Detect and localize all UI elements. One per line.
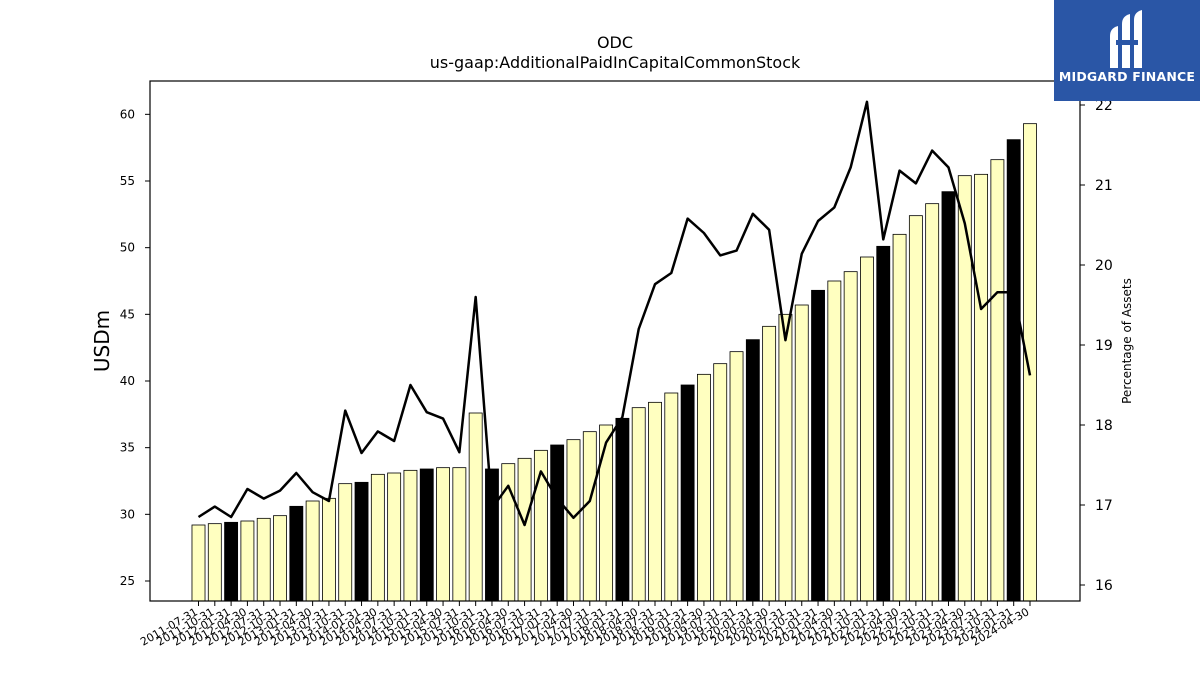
bar-2014-10-31	[403, 469, 418, 602]
bar-2016-07-31	[517, 457, 532, 602]
bar-2015-07-31	[452, 467, 467, 602]
bar-2013-01-31	[289, 505, 304, 602]
y2-tick-label-17: 17	[1095, 498, 1113, 514]
bar-2019-10-31	[729, 351, 744, 602]
bar-2020-10-31	[794, 304, 809, 602]
brand-name: MIDGARD FINANCE	[1058, 69, 1196, 84]
bar-2021-07-31	[843, 271, 858, 602]
y2-axis-label: Percentage of Assets	[1120, 278, 1134, 404]
bar-2019-04-30	[697, 373, 711, 602]
bar-2017-10-31	[599, 424, 614, 602]
bar-2015-01-31	[419, 468, 434, 602]
bar-2015-04-30	[436, 467, 450, 602]
bar-2021-10-31	[860, 256, 874, 602]
bar-2013-10-31	[338, 483, 353, 602]
y-tick-label-45: 45	[120, 307, 135, 321]
bar-2019-07-31	[713, 363, 728, 602]
bar-2017-01-31	[550, 444, 565, 602]
bar-2022-07-31	[908, 215, 923, 602]
y-axis-label: USDm	[90, 310, 114, 372]
bar-2021-04-30	[827, 280, 842, 602]
chart-title: ODC	[597, 33, 633, 52]
bar-2016-04-30	[501, 463, 516, 602]
bar-2013-04-30	[305, 500, 320, 602]
y2-tick-label-16: 16	[1095, 578, 1113, 594]
bar-2015-10-31	[468, 412, 483, 602]
y2-tick-label-19: 19	[1095, 338, 1113, 354]
line-percentage-of-assets	[197, 100, 1032, 527]
y2-tick-label-21: 21	[1095, 178, 1113, 194]
bar-2020-01-31	[745, 339, 760, 602]
chart-subtitle: us-gaap:AdditionalPaidInCapitalCommonSto…	[430, 53, 801, 72]
bar-2018-01-31	[615, 417, 630, 602]
bar-2018-10-31	[664, 392, 679, 602]
y-tick-label-55: 55	[120, 174, 135, 188]
bar-2011-10-31	[207, 523, 222, 602]
bar-2023-10-31	[990, 159, 1005, 602]
bar-2020-07-31	[778, 313, 793, 602]
bars-layer	[191, 123, 1037, 602]
y-tick-label-30: 30	[120, 507, 135, 521]
x-axis: 2011-07-312011-10-312012-01-312012-04-30…	[138, 601, 1032, 649]
bar-2017-04-30	[566, 439, 581, 602]
bar-2018-04-30	[631, 407, 646, 602]
bar-2014-01-31	[354, 481, 369, 602]
bar-2023-01-31	[941, 191, 956, 602]
bar-2012-01-31	[224, 521, 239, 602]
bar-2013-07-31	[322, 497, 336, 602]
brand-logo: MIDGARD FINANCE	[1054, 0, 1200, 101]
bar-2023-07-31	[974, 173, 989, 602]
bar-2012-10-31	[273, 515, 287, 602]
bar-2019-01-31	[680, 384, 695, 602]
y-tick-label-40: 40	[120, 374, 135, 388]
plot-frame	[149, 80, 1081, 602]
bar-2011-07-31	[191, 524, 206, 602]
bar-2014-07-31	[387, 472, 402, 602]
bar-2014-04-30	[370, 473, 385, 602]
bar-2022-04-30	[892, 233, 907, 602]
y-axis-right: 16 17 18 19 20 21 22	[1080, 98, 1113, 594]
y2-tick-label-20: 20	[1095, 258, 1113, 274]
y-tick-label-60: 60	[120, 107, 135, 121]
bar-2021-01-31	[811, 289, 825, 602]
y-tick-label-50: 50	[120, 241, 135, 255]
y-tick-label-35: 35	[120, 441, 135, 455]
y-axis-left: 25 30 35 40 45 50 55 60	[120, 107, 150, 588]
bar-2022-10-31	[925, 203, 940, 602]
bar-2016-01-31	[485, 468, 499, 602]
line-layer	[197, 100, 1032, 527]
bar-2023-04-30	[957, 175, 972, 602]
bar-2024-04-30	[1023, 123, 1037, 602]
bar-2012-07-31	[256, 517, 271, 602]
bar-2012-04-30	[240, 520, 255, 602]
y2-tick-label-22: 22	[1095, 98, 1113, 114]
y2-tick-label-18: 18	[1095, 418, 1113, 434]
bar-2024-01-31	[1006, 139, 1021, 602]
y-tick-label-25: 25	[120, 574, 135, 588]
brand-mark-icon	[1110, 10, 1142, 68]
bar-2017-07-31	[582, 431, 597, 602]
bar-2020-04-30	[762, 325, 777, 602]
bar-2022-01-31	[876, 245, 891, 602]
bar-2018-07-31	[648, 401, 662, 602]
